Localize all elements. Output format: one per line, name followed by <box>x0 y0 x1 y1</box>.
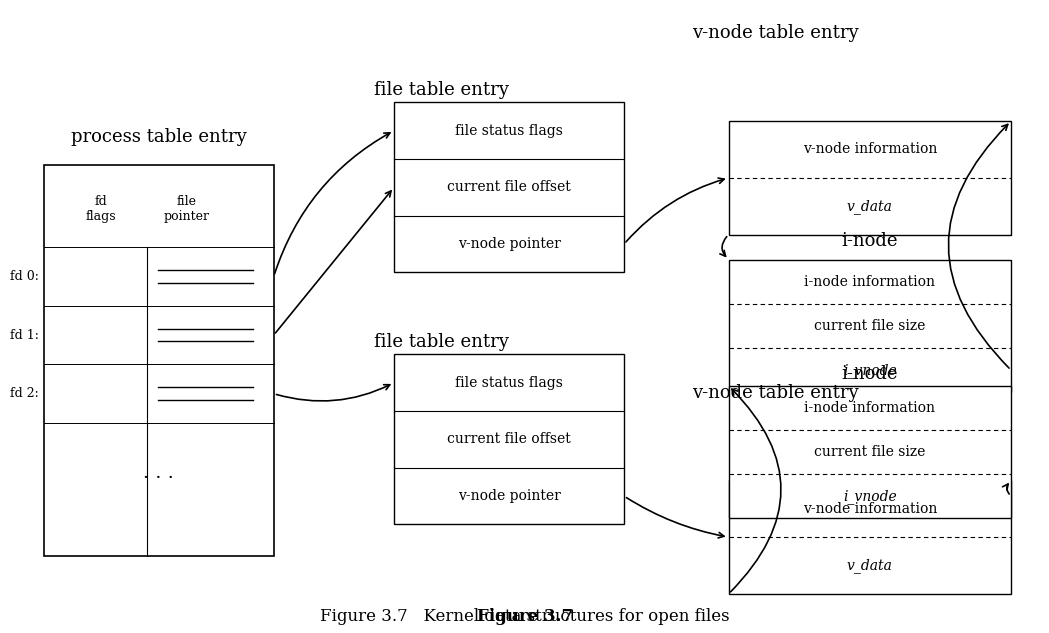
Text: · · ·: · · · <box>144 469 174 487</box>
FancyBboxPatch shape <box>729 121 1011 235</box>
Text: current file offset: current file offset <box>447 432 571 446</box>
Text: v-node information: v-node information <box>802 502 937 516</box>
Text: file table entry: file table entry <box>373 81 509 99</box>
Text: current file offset: current file offset <box>447 180 571 194</box>
Text: file status flags: file status flags <box>455 123 563 137</box>
Text: Figure 3.7: Figure 3.7 <box>476 608 573 625</box>
Text: v-node pointer: v-node pointer <box>457 237 560 251</box>
FancyBboxPatch shape <box>44 165 274 556</box>
Text: process table entry: process table entry <box>70 128 247 146</box>
Text: file
pointer: file pointer <box>164 196 210 223</box>
Text: v-node table entry: v-node table entry <box>692 384 859 401</box>
Text: v-node pointer: v-node pointer <box>457 489 560 503</box>
Text: fd
flags: fd flags <box>86 196 116 223</box>
Text: i-node information: i-node information <box>805 275 936 289</box>
Text: file table entry: file table entry <box>373 333 509 351</box>
Text: v-node information: v-node information <box>802 142 937 156</box>
Text: file status flags: file status flags <box>455 375 563 390</box>
Text: Figure 3.7   Kernel data structures for open files: Figure 3.7 Kernel data structures for op… <box>320 608 729 625</box>
Text: fd 1:: fd 1: <box>9 329 39 342</box>
FancyBboxPatch shape <box>729 480 1011 594</box>
Text: i-node information: i-node information <box>805 401 936 415</box>
Text: i-node: i-node <box>841 232 898 250</box>
FancyBboxPatch shape <box>729 386 1011 518</box>
Text: current file size: current file size <box>814 319 925 333</box>
FancyBboxPatch shape <box>394 354 624 525</box>
Text: i_vnode: i_vnode <box>843 489 897 503</box>
Text: i_vnode: i_vnode <box>843 363 897 377</box>
FancyBboxPatch shape <box>394 102 624 272</box>
Text: current file size: current file size <box>814 445 925 459</box>
Text: v_data: v_data <box>847 558 893 573</box>
Text: fd 2:: fd 2: <box>9 387 39 400</box>
Text: i-node: i-node <box>841 365 898 383</box>
Text: v_data: v_data <box>847 199 893 214</box>
Text: fd 0:: fd 0: <box>9 270 39 283</box>
FancyBboxPatch shape <box>729 260 1011 392</box>
Text: v-node table entry: v-node table entry <box>692 24 859 42</box>
